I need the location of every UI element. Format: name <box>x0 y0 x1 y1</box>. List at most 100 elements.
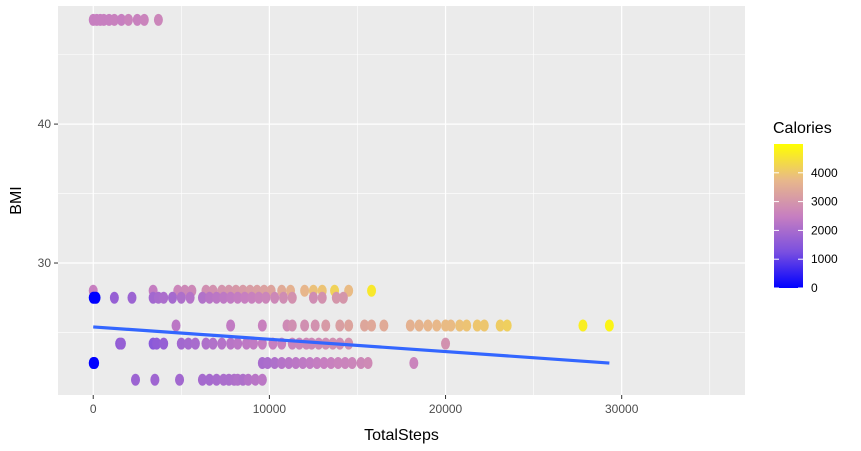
data-point <box>423 319 433 332</box>
legend-colorbar <box>774 144 803 288</box>
data-point <box>333 357 343 370</box>
data-point <box>257 337 267 350</box>
data-point <box>287 319 297 332</box>
plot-panel <box>58 6 745 395</box>
data-point <box>240 291 250 304</box>
data-point <box>405 319 415 332</box>
data-point <box>310 319 320 332</box>
data-point <box>243 373 253 386</box>
data-point <box>367 319 377 332</box>
data-point <box>204 291 214 304</box>
data-point <box>317 291 327 304</box>
data-point <box>270 291 280 304</box>
data-point <box>109 291 119 304</box>
data-point <box>90 357 100 370</box>
panel-background <box>58 6 745 395</box>
legend-title: Calories <box>773 120 832 137</box>
data-point <box>153 13 163 26</box>
data-point <box>291 357 301 370</box>
data-point <box>247 291 257 304</box>
data-point <box>356 357 366 370</box>
data-point <box>171 319 181 332</box>
data-point <box>604 319 614 332</box>
data-point <box>432 319 442 332</box>
data-point <box>152 337 162 350</box>
data-point <box>219 291 229 304</box>
y-tick-label: 30 <box>38 256 52 270</box>
data-point <box>226 337 236 350</box>
x-tick-label: 20000 <box>429 402 463 416</box>
data-point <box>159 337 169 350</box>
data-point <box>441 337 451 350</box>
data-point <box>312 357 322 370</box>
data-point <box>261 291 271 304</box>
data-point <box>414 319 424 332</box>
data-point <box>127 291 137 304</box>
data-point <box>379 319 389 332</box>
data-point <box>270 357 280 370</box>
data-point <box>300 319 310 332</box>
data-point <box>233 291 243 304</box>
data-point <box>263 357 273 370</box>
x-tick-label: 0 <box>90 402 97 416</box>
data-points <box>88 13 614 386</box>
y-tick-label: 40 <box>38 117 52 131</box>
legend-ticks: 0 1000 2000 3000 4000 <box>774 166 838 295</box>
legend-label: 1000 <box>811 252 838 266</box>
data-point <box>409 357 419 370</box>
data-point <box>331 291 341 304</box>
data-point <box>347 357 357 370</box>
data-point <box>344 319 354 332</box>
data-point <box>578 319 588 332</box>
data-point <box>197 373 207 386</box>
data-point <box>278 291 288 304</box>
data-point <box>217 337 227 350</box>
data-point <box>462 319 472 332</box>
data-point <box>335 319 345 332</box>
data-point <box>190 337 200 350</box>
data-point <box>495 319 505 332</box>
data-point <box>168 291 177 304</box>
data-point <box>249 337 259 350</box>
data-point <box>284 357 294 370</box>
data-point <box>455 319 465 332</box>
data-point <box>326 357 336 370</box>
data-point <box>116 337 126 350</box>
data-point <box>226 291 236 304</box>
data-point <box>340 357 350 370</box>
data-point <box>277 357 287 370</box>
data-point <box>257 373 267 386</box>
data-point <box>319 357 329 370</box>
x-tick-label: 10000 <box>253 402 287 416</box>
data-point <box>502 319 512 332</box>
data-point <box>175 373 185 386</box>
data-point <box>363 357 373 370</box>
x-tick-label: 30000 <box>605 402 639 416</box>
data-point <box>300 284 310 297</box>
data-point <box>305 357 315 370</box>
x-axis: 0 10000 20000 30000 <box>90 395 639 416</box>
data-point <box>183 337 193 350</box>
trend-line <box>93 325 610 365</box>
data-point <box>197 291 207 304</box>
data-point <box>338 291 348 304</box>
data-point <box>321 319 331 332</box>
data-point <box>250 373 260 386</box>
data-point <box>212 291 222 304</box>
data-point <box>109 13 119 26</box>
data-point <box>298 357 308 370</box>
y-axis: 30 40 <box>38 117 58 270</box>
legend-label: 0 <box>811 281 818 295</box>
data-point <box>233 337 243 350</box>
data-point <box>150 373 160 386</box>
data-point <box>257 319 267 332</box>
data-point <box>91 291 101 304</box>
data-point <box>159 291 169 304</box>
data-point <box>254 291 264 304</box>
data-point <box>226 319 236 332</box>
data-point <box>367 284 377 297</box>
data-point <box>131 373 141 386</box>
y-axis-title: BMI <box>8 186 25 214</box>
data-point <box>116 13 126 26</box>
